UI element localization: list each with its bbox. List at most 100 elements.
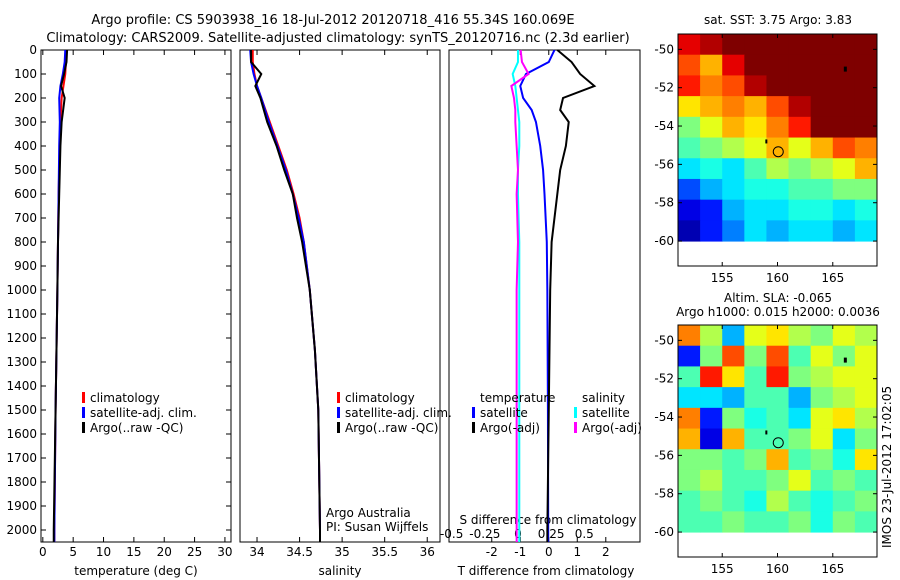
map-cell <box>744 54 767 76</box>
map-cell <box>744 34 767 56</box>
map-cell <box>766 469 790 492</box>
map-cell <box>722 490 745 512</box>
t-diff-xtick-label: 0 <box>545 545 553 559</box>
salinity-xlabel: salinity <box>318 564 361 578</box>
salinity-legend-swatch <box>337 422 340 433</box>
map-cell <box>678 387 701 409</box>
map-xtick-label: 160 <box>766 271 789 285</box>
map-cell <box>744 449 767 471</box>
map-cell <box>788 178 812 201</box>
depth-ytick-label: 1200 <box>6 331 37 345</box>
map-cell <box>832 158 856 180</box>
map-cell <box>788 345 812 367</box>
map-cell <box>854 178 878 201</box>
temperature-xtick-label: 5 <box>69 545 77 559</box>
map-cell <box>788 34 812 56</box>
depth-ytick-label: 600 <box>14 187 37 201</box>
salinity-legend-label: Argo(..raw -QC) <box>345 421 438 435</box>
map-cell <box>700 137 723 159</box>
map-cell <box>700 511 723 533</box>
difference-series-1 <box>546 49 597 542</box>
salinity-series-2 <box>250 50 321 542</box>
temperature-legend-label: Argo(..raw -QC) <box>90 421 183 435</box>
salinity-legend-swatch <box>337 407 340 418</box>
salinity-xtick-label: 35 <box>334 545 349 559</box>
map-cell <box>832 116 856 139</box>
map-cell <box>744 116 767 139</box>
map-title: sat. SST: 3.75 Argo: 3.83 <box>704 13 852 27</box>
map-cell <box>700 116 723 139</box>
temperature-diff-legend-label: satellite <box>480 406 528 420</box>
map-cell <box>810 407 834 430</box>
annotation-pi: PI: Susan Wijffels <box>326 520 428 534</box>
map-cell <box>832 54 856 76</box>
map-cell <box>766 34 790 56</box>
map-cell <box>766 449 790 471</box>
map-cell <box>788 387 812 409</box>
map-cell <box>854 116 878 139</box>
map-cell <box>700 178 723 201</box>
map-cell <box>810 199 834 221</box>
temperature-legend-swatch <box>82 422 85 433</box>
map-ytick-label: -60 <box>654 234 674 248</box>
salinity-diff-legend-label: Argo(-adj) <box>582 421 642 435</box>
map-cell <box>678 469 701 492</box>
map-cell <box>678 54 701 76</box>
map-cell <box>854 449 878 471</box>
map-cell <box>788 366 812 388</box>
map-cell <box>700 407 723 430</box>
depth-ytick-label: 1700 <box>6 451 37 465</box>
temperature-diff-legend-label: Argo(-adj) <box>480 421 540 435</box>
s-diff-xtick-label: -0.5 <box>440 527 463 541</box>
map-cell <box>700 75 723 97</box>
depth-ytick-label: 100 <box>14 67 37 81</box>
map-cell <box>832 449 856 471</box>
map-cell <box>854 345 878 367</box>
map-cell <box>678 220 701 242</box>
map-cell <box>744 199 767 221</box>
map-cell <box>854 137 878 159</box>
depth-ytick-label: 400 <box>14 139 37 153</box>
salinity-panel-frame <box>239 49 441 543</box>
map-cell <box>700 428 723 450</box>
salinity-legend-label: climatology <box>345 391 415 405</box>
title-line-1: Argo profile: CS 5903938_16 18-Jul-2012 … <box>91 13 574 28</box>
salinity-diff-legend-swatch <box>574 407 577 418</box>
t-diff-xtick-label: 1 <box>573 545 581 559</box>
map-cell <box>854 469 878 492</box>
temperature-panel-frame <box>40 49 232 543</box>
depth-ytick-label: 300 <box>14 115 37 129</box>
map-cell <box>722 96 745 118</box>
map-cell <box>810 178 834 201</box>
temperature-series-1 <box>53 49 67 542</box>
map-cell <box>810 511 834 533</box>
map-cell <box>744 469 767 492</box>
map-cell <box>678 366 701 388</box>
map-cell <box>766 158 790 180</box>
map-cell <box>810 490 834 512</box>
map-cell <box>744 325 767 347</box>
map-cell <box>722 325 745 347</box>
map-cell <box>722 345 745 367</box>
annotation-argo-australia: Argo Australia <box>326 506 411 520</box>
map-cell <box>722 366 745 388</box>
depth-ytick-label: 500 <box>14 163 37 177</box>
depth-ytick-label: 700 <box>14 211 37 225</box>
temperature-legend-swatch <box>82 392 85 403</box>
map-cell <box>678 449 701 471</box>
map-cell <box>700 199 723 221</box>
s-diff-xtick-label: 0 <box>514 527 522 541</box>
map-cell <box>832 469 856 492</box>
temperature-xtick-label: 30 <box>217 545 232 559</box>
map-xtick-label: 160 <box>766 562 789 576</box>
map-ytick-label: -50 <box>654 42 674 56</box>
depth-ytick-label: 1100 <box>6 307 37 321</box>
map-cell <box>722 158 745 180</box>
map-cell <box>788 220 812 242</box>
map-cell <box>678 178 701 201</box>
map-cell <box>810 366 834 388</box>
map-cell <box>810 469 834 492</box>
map-cell <box>700 387 723 409</box>
map-ytick-label: -60 <box>654 525 674 539</box>
map-cell <box>744 387 767 409</box>
